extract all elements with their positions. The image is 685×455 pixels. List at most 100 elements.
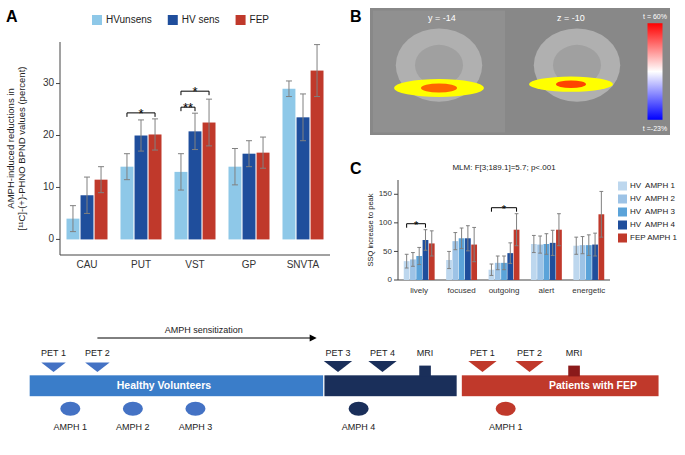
error-bar [417, 247, 421, 264]
error-bar [424, 230, 428, 251]
error-bar [430, 231, 434, 256]
bar [283, 89, 296, 240]
legend-swatch [236, 15, 246, 25]
error-bar [405, 254, 409, 268]
scan-label: PET 2 [85, 348, 110, 358]
y-axis-label: SSQ increase to peak [366, 193, 375, 266]
error-bar [538, 236, 542, 253]
y-tick-label: 50 [383, 247, 392, 256]
y-tick-label: 150 [379, 189, 393, 198]
timeline-bar [462, 375, 659, 396]
error-bar [587, 235, 591, 256]
error-bar [411, 253, 415, 267]
pet-scan-marker [324, 361, 352, 372]
y-tick [56, 83, 60, 84]
activation [394, 79, 484, 97]
y-axis [398, 180, 399, 280]
error-bar [593, 233, 597, 256]
error-bar [70, 206, 76, 232]
legend-swatch [618, 234, 627, 243]
error-bar [192, 113, 198, 149]
dose-label: AMPH 1 [489, 422, 523, 432]
y-axis-label-line: AMPH-induced reductions in [5, 88, 16, 208]
legend-swatch [618, 221, 627, 230]
error-bar [178, 154, 184, 190]
error-bar [460, 228, 464, 249]
slice-label: z = -10 [557, 13, 585, 23]
x-tick-label: outgoing [489, 286, 520, 295]
mri-marker [568, 366, 580, 377]
legend: HV AMPH 1HV AMPH 2HV AMPH 3HV AMPH 4FEP … [618, 181, 678, 242]
legend: HVunsensHV sensFEP [92, 14, 269, 25]
error-bar [300, 94, 306, 141]
legend-label: FEP AMPH 1 [630, 233, 678, 242]
error-bar [599, 191, 603, 237]
y-tick [394, 194, 398, 195]
pet-scan-marker [515, 361, 543, 372]
error-bar [581, 237, 585, 254]
legend-label: HV AMPH 4 [630, 220, 675, 229]
legend-swatch [618, 182, 627, 191]
legend-swatch [618, 195, 627, 204]
y-tick-label: 20 [43, 129, 55, 140]
scan-label: PET 1 [41, 348, 66, 358]
pet-scan-marker [85, 363, 110, 373]
dose-marker [349, 402, 369, 416]
legend-swatch [168, 15, 178, 25]
dose-marker [185, 402, 205, 416]
arrow-head [310, 335, 317, 342]
legend-label: FEP [250, 14, 270, 25]
y-tick-label: 10 [43, 181, 55, 192]
y-axis [60, 42, 61, 255]
panel-title: C [350, 160, 362, 177]
x-axis [60, 255, 330, 256]
colorbar-label: t = 60% [643, 13, 667, 20]
activation [529, 77, 613, 92]
y-tick-label: 0 [48, 233, 54, 244]
significance-label: ** [183, 100, 193, 115]
annotation: MLM: F[3;189.1]=5.7; p<.001 [452, 163, 556, 172]
colorbar [648, 23, 663, 120]
error-bar [453, 233, 457, 250]
legend-swatch [92, 15, 102, 25]
scan-label: MRI [566, 348, 583, 358]
error-bar [260, 137, 266, 168]
image-background [370, 8, 670, 135]
activation-peak [421, 84, 457, 93]
y-tick [394, 251, 398, 252]
pet-scan-marker [368, 361, 396, 372]
arrow-label: AMPH sensitization [165, 325, 243, 335]
error-bar [84, 177, 90, 213]
error-bar [502, 256, 506, 270]
panel-title: B [350, 8, 362, 25]
significance-label: * [192, 84, 197, 99]
scan-label: PET 1 [470, 348, 495, 358]
image-panel: y = -14z = -10t = 60%t =-23%B [350, 8, 670, 135]
y-tick [394, 280, 398, 281]
slice-label: y = -14 [428, 13, 456, 23]
x-tick-label: CAU [76, 259, 97, 270]
scan-right [511, 11, 643, 133]
mri-marker [419, 366, 431, 377]
x-tick-label: VST [185, 259, 204, 270]
x-tick-label: SNVTA [287, 259, 320, 270]
bars [404, 191, 604, 280]
scan-label: PET 2 [517, 348, 542, 358]
significance-label: * [414, 219, 419, 231]
pet-scan-marker [468, 361, 496, 372]
legend-swatch [618, 208, 627, 217]
error-bar [246, 141, 252, 167]
timeline-bar [324, 375, 456, 396]
y-axis-label-line: [¹¹C]-(+)-PHNO BPND values (percent) [16, 67, 27, 231]
scan-left [373, 11, 505, 133]
y-tick [56, 239, 60, 240]
dose-marker [123, 402, 143, 416]
group-label: Patients with FEP [549, 379, 637, 391]
error-bar [508, 243, 512, 264]
group-label: Healthy Volunteers [117, 379, 211, 391]
dose-label: AMPH 3 [179, 422, 213, 432]
timeline-bar [30, 375, 323, 396]
error-bar [286, 81, 292, 97]
timeline: Healthy Volunteers Patients with FEP PET 1… [30, 325, 659, 432]
x-tick-label: focused [448, 286, 476, 295]
